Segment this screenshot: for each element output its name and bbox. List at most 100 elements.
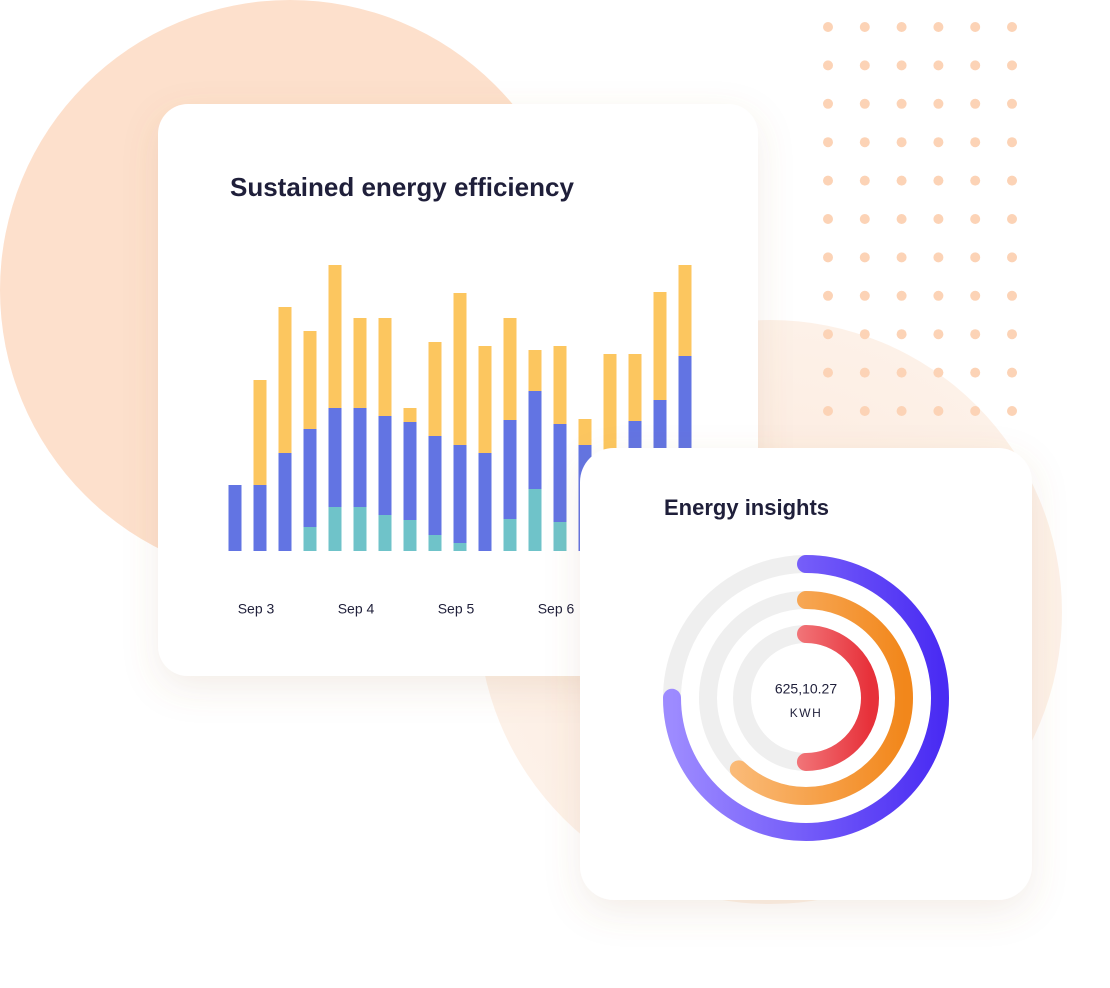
dot [896, 252, 907, 263]
bar-chart: Sep 3 Sep 4 Sep 5 Sep 6 [228, 265, 692, 617]
bar-segment [528, 489, 542, 551]
dot [896, 22, 907, 32]
bar-segment [628, 354, 642, 421]
dot [933, 329, 944, 340]
dot [896, 329, 907, 340]
bar-segment [303, 527, 317, 551]
dot [970, 98, 981, 109]
bar-segment [603, 354, 617, 453]
chart-title: Sustained energy efficiency [230, 172, 574, 202]
dot [823, 290, 833, 301]
dot [896, 60, 907, 71]
bar-segment [478, 346, 492, 453]
x-tick-label: Sep 4 [338, 601, 375, 617]
dot [896, 137, 907, 148]
dot [970, 406, 981, 416]
dot [1007, 252, 1017, 263]
bar-segment [328, 265, 342, 408]
bar-segment [378, 318, 392, 416]
dot [933, 406, 944, 416]
center-unit: KWH [790, 706, 823, 720]
dot [1007, 214, 1017, 224]
dot [1007, 290, 1017, 301]
bar-segment [428, 436, 442, 535]
dot [933, 60, 944, 71]
dot [896, 290, 907, 301]
dot [970, 137, 981, 148]
dot [896, 98, 907, 109]
bar-segment [528, 391, 542, 489]
bar-segment [453, 543, 467, 551]
dot [823, 175, 833, 186]
bar-segment [478, 453, 492, 551]
bar-segment [278, 453, 292, 551]
bar-segment [528, 350, 542, 391]
dot [970, 252, 981, 263]
dot [933, 98, 944, 109]
dot [1007, 60, 1017, 71]
x-tick-label: Sep 3 [238, 601, 275, 617]
dot [933, 290, 944, 301]
bar-segment [653, 292, 667, 400]
bar-segment [428, 535, 442, 551]
bar-segment [403, 408, 417, 422]
x-tick-label: Sep 6 [538, 601, 575, 617]
dot [896, 406, 907, 416]
dot-grid [823, 22, 1017, 416]
center-value: 625,10.27 [775, 681, 837, 697]
dot [859, 252, 870, 263]
dot [970, 367, 981, 378]
bar-segment [553, 522, 567, 551]
bar-segment [553, 424, 567, 522]
dot [859, 290, 870, 301]
dot [1007, 329, 1017, 340]
dot [823, 252, 833, 263]
ring-arc [663, 555, 949, 841]
dot [823, 329, 833, 340]
bar-segment [578, 419, 592, 445]
ring-arc [699, 591, 913, 805]
dot [859, 137, 870, 148]
bar-segment [303, 429, 317, 527]
dot [896, 175, 907, 186]
dot [1007, 406, 1017, 416]
x-tick-label: Sep 5 [438, 601, 475, 617]
dot [823, 22, 833, 32]
card [580, 448, 1032, 900]
dot [896, 367, 907, 378]
bar-segment [453, 293, 467, 445]
chart-title: Energy insights [664, 495, 829, 520]
dot [970, 22, 981, 32]
bar-segment [353, 408, 367, 507]
dot [859, 175, 870, 186]
dot [823, 367, 833, 378]
bar-segment [353, 507, 367, 551]
dot [933, 137, 944, 148]
bar-segment [678, 265, 692, 356]
dot [859, 60, 870, 71]
bar-segment [503, 420, 517, 519]
dot [823, 406, 833, 416]
dot [1007, 175, 1017, 186]
dot [823, 214, 833, 224]
dot [1007, 98, 1017, 109]
dot [823, 98, 833, 109]
dot [1007, 22, 1017, 32]
bar-segment [403, 520, 417, 551]
dot [1007, 137, 1017, 148]
bar-segment [228, 485, 242, 551]
bar-segment [503, 318, 517, 420]
dot [933, 252, 944, 263]
dot [859, 214, 870, 224]
bar-segment [453, 445, 467, 543]
bar-segment [378, 416, 392, 515]
dot [970, 60, 981, 71]
dot [933, 22, 944, 32]
bar-segment [303, 331, 317, 429]
dot [933, 367, 944, 378]
dot [823, 137, 833, 148]
dot [859, 406, 870, 416]
dot [859, 367, 870, 378]
bar-segment [253, 485, 267, 551]
